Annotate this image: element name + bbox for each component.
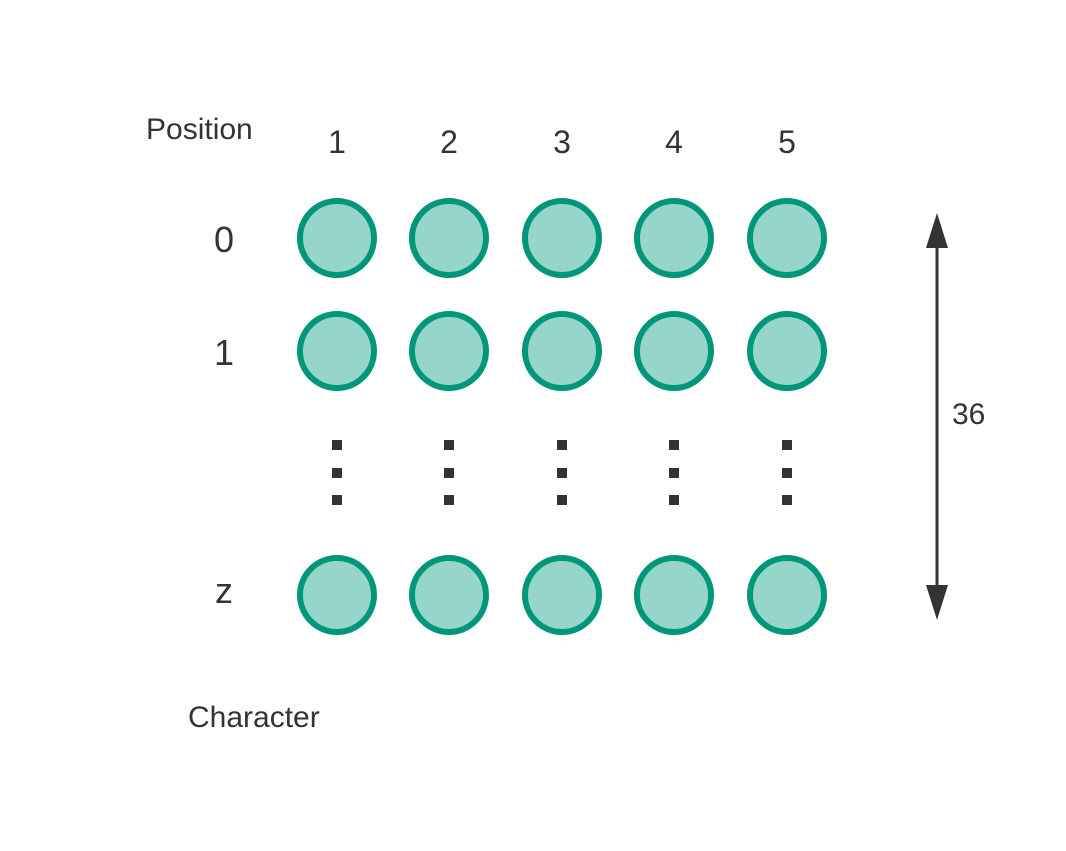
node-row-z-col-1	[297, 555, 377, 635]
ellipsis-dot-col-1-1	[332, 440, 342, 450]
node-row-1-col-3	[522, 311, 602, 391]
row-label-1: 1	[214, 332, 234, 373]
ellipsis-dot-col-3-3	[557, 495, 567, 505]
node-row-0-col-1	[297, 198, 377, 278]
node-row-z-col-5	[747, 555, 827, 635]
column-header-4: 4	[665, 124, 683, 160]
arrow-head-bottom	[926, 585, 948, 620]
node-row-z-col-3	[522, 555, 602, 635]
node-row-0-col-5	[747, 198, 827, 278]
column-header-1: 1	[328, 124, 346, 160]
row-label-0: 0	[214, 219, 234, 260]
row-label-z: z	[215, 570, 233, 611]
ellipsis-dot-col-2-1	[444, 440, 454, 450]
ellipsis-dot-col-4-1	[669, 440, 679, 450]
ellipsis-dot-col-5-2	[782, 468, 792, 478]
ellipsis-dot-col-5-1	[782, 440, 792, 450]
ellipsis-dot-col-3-1	[557, 440, 567, 450]
node-row-z-col-4	[634, 555, 714, 635]
node-row-1-col-1	[297, 311, 377, 391]
node-row-1-col-4	[634, 311, 714, 391]
dimension-arrow	[926, 213, 948, 620]
ellipsis-dot-col-3-2	[557, 468, 567, 478]
node-row-1-col-5	[747, 311, 827, 391]
node-row-1-col-2	[409, 311, 489, 391]
ellipsis-dot-col-1-2	[332, 468, 342, 478]
ellipsis-dot-col-2-3	[444, 495, 454, 505]
position-label: Position	[146, 113, 253, 146]
column-header-2: 2	[440, 124, 458, 160]
ellipsis-dot-col-1-3	[332, 495, 342, 505]
arrow-head-top	[926, 213, 948, 248]
ellipsis-dot-col-2-2	[444, 468, 454, 478]
column-header-3: 3	[553, 124, 571, 160]
node-row-0-col-3	[522, 198, 602, 278]
node-row-0-col-4	[634, 198, 714, 278]
ellipsis-dot-col-4-2	[669, 468, 679, 478]
node-row-z-col-2	[409, 555, 489, 635]
node-grid	[297, 198, 827, 635]
ellipsis-dot-col-5-3	[782, 495, 792, 505]
dimension-label: 36	[952, 398, 985, 431]
node-row-0-col-2	[409, 198, 489, 278]
ellipsis-group	[332, 440, 792, 505]
column-header-5: 5	[778, 124, 796, 160]
ellipsis-dot-col-4-3	[669, 495, 679, 505]
character-label: Character	[188, 701, 320, 734]
